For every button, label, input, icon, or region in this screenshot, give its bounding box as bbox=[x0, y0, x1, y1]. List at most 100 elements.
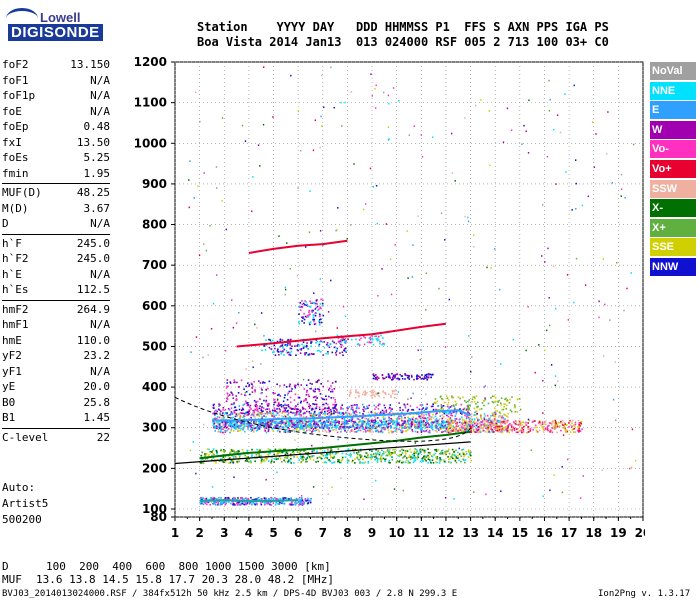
echo-point bbox=[404, 427, 407, 429]
echo-point bbox=[363, 420, 366, 423]
echo-point bbox=[547, 429, 549, 432]
echo-point bbox=[419, 415, 421, 418]
echo-point bbox=[347, 429, 349, 432]
echo-point bbox=[324, 461, 326, 463]
echo-point bbox=[287, 455, 289, 458]
echo-point bbox=[306, 499, 309, 502]
echo-point bbox=[450, 461, 452, 464]
echo-point bbox=[494, 411, 497, 413]
echo-point bbox=[430, 415, 432, 418]
echo-point bbox=[503, 429, 505, 431]
echo-point bbox=[391, 389, 394, 392]
echo-point bbox=[400, 417, 403, 420]
echo-point bbox=[417, 419, 419, 421]
echo-point bbox=[287, 424, 290, 426]
echo-point bbox=[248, 424, 251, 427]
echo-point bbox=[276, 453, 279, 455]
echo-point bbox=[277, 425, 279, 428]
echo-point bbox=[354, 396, 357, 399]
echo-point bbox=[321, 341, 324, 343]
echo-point bbox=[457, 430, 460, 433]
echo-point bbox=[305, 420, 307, 423]
echo-point bbox=[493, 427, 495, 430]
echo-point bbox=[340, 406, 342, 409]
echo-point bbox=[315, 423, 318, 426]
echo-point bbox=[341, 351, 344, 354]
echo-point bbox=[423, 409, 426, 412]
echo-point bbox=[441, 417, 444, 420]
echo-point bbox=[413, 452, 415, 455]
echo-point bbox=[333, 346, 336, 349]
echo-point bbox=[479, 427, 482, 430]
echo-point bbox=[416, 456, 418, 459]
echo-point bbox=[268, 498, 271, 500]
echo-point bbox=[518, 430, 521, 432]
echo-point bbox=[303, 423, 306, 425]
echo-point bbox=[241, 416, 244, 419]
echo-point bbox=[362, 458, 364, 460]
echo-point bbox=[486, 422, 489, 424]
echo-point bbox=[229, 431, 231, 434]
echo-point bbox=[355, 391, 357, 394]
echo-point bbox=[273, 403, 275, 406]
echo-point bbox=[403, 422, 405, 424]
echo-point bbox=[469, 453, 471, 455]
echo-point bbox=[319, 306, 322, 309]
echo-point bbox=[381, 423, 384, 426]
echo-point bbox=[290, 338, 292, 341]
y-tick-label: 800 bbox=[142, 218, 167, 232]
echo-point bbox=[224, 425, 227, 428]
echo-point bbox=[442, 405, 445, 407]
echo-point bbox=[443, 426, 445, 428]
echo-point bbox=[229, 502, 232, 505]
echo-point bbox=[372, 374, 375, 377]
echo-point bbox=[388, 459, 391, 462]
echo-point bbox=[566, 429, 568, 432]
echo-point bbox=[300, 500, 303, 503]
echo-point bbox=[260, 411, 262, 414]
echo-point bbox=[213, 501, 215, 503]
echo-point bbox=[335, 354, 338, 356]
echo-point bbox=[316, 397, 318, 399]
echo-point bbox=[398, 453, 401, 456]
echo-point bbox=[230, 424, 232, 426]
echo-point bbox=[238, 413, 241, 416]
x-tick-label: 16 bbox=[536, 526, 553, 540]
echo-point bbox=[303, 312, 305, 315]
echo-point bbox=[231, 394, 234, 396]
echo-point bbox=[443, 412, 446, 415]
echo-point bbox=[318, 430, 321, 433]
echo-point bbox=[365, 424, 368, 426]
echo-point bbox=[274, 422, 277, 424]
echo-point bbox=[229, 425, 232, 427]
echo-point bbox=[509, 422, 511, 425]
echo-point bbox=[505, 429, 508, 432]
echo-point bbox=[259, 425, 261, 428]
echo-point bbox=[305, 345, 308, 348]
echo-point bbox=[380, 430, 382, 433]
echo-point bbox=[250, 414, 252, 417]
echo-point bbox=[270, 423, 272, 425]
echo-point bbox=[232, 456, 235, 458]
echo-point bbox=[224, 408, 227, 411]
echo-point bbox=[221, 421, 224, 424]
echo-point bbox=[319, 340, 321, 343]
echo-point bbox=[378, 395, 380, 398]
noise-point bbox=[626, 287, 628, 290]
echo-point bbox=[454, 415, 457, 417]
echo-point bbox=[215, 461, 217, 464]
echo-point bbox=[509, 398, 511, 401]
echo-point bbox=[308, 405, 310, 408]
echo-point bbox=[238, 501, 241, 503]
echo-point bbox=[417, 456, 419, 459]
echo-point bbox=[265, 497, 267, 500]
echo-point bbox=[278, 448, 281, 451]
echo-point bbox=[511, 427, 514, 430]
echo-point bbox=[377, 425, 380, 427]
echo-point bbox=[569, 424, 572, 426]
echo-point bbox=[458, 453, 461, 455]
echo-point bbox=[334, 411, 337, 413]
echo-point bbox=[305, 423, 307, 425]
echo-point bbox=[212, 448, 215, 450]
echo-point bbox=[441, 423, 444, 425]
